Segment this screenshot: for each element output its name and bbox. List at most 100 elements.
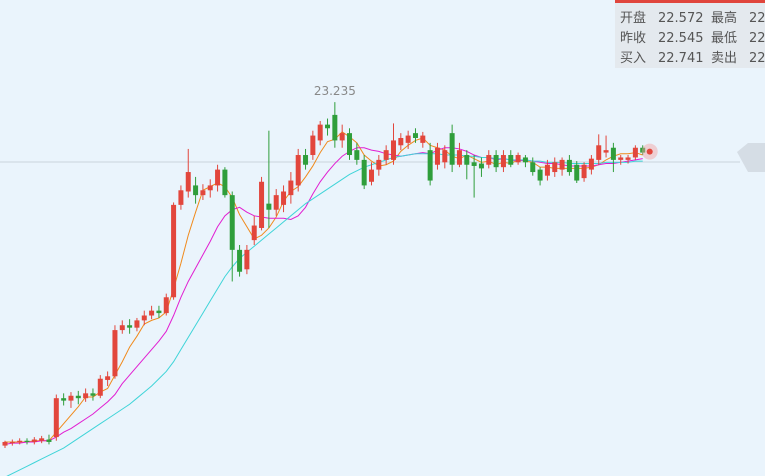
candle-body	[559, 159, 565, 170]
candle-body	[420, 135, 426, 143]
quote-row: 买入 22.741 卖出 22.	[620, 47, 765, 66]
candle-body	[427, 150, 433, 181]
candle-body	[632, 147, 638, 158]
candle-body	[46, 439, 52, 442]
candle-body	[112, 330, 118, 377]
candle-body	[303, 155, 309, 165]
candle-body	[9, 441, 15, 444]
candle-body	[383, 150, 389, 160]
quote-label: 最低	[711, 31, 738, 46]
candle-body	[61, 398, 67, 401]
candle-body	[259, 181, 265, 228]
candle-body	[471, 162, 477, 166]
quote-label: 买入	[620, 51, 647, 66]
candle-body	[244, 249, 250, 270]
candle-body	[310, 135, 316, 156]
candle-body	[317, 124, 323, 141]
candle-body	[610, 147, 616, 160]
candle-body	[134, 320, 140, 328]
candle-body	[171, 204, 177, 298]
candle-body	[288, 180, 294, 196]
quote-row: 开盘 22.572 最高 22.	[620, 7, 765, 26]
quote-value: 22.	[749, 31, 765, 46]
candle-body	[493, 155, 499, 168]
candle-body	[200, 190, 206, 196]
candle-body	[215, 169, 221, 186]
candle-body	[178, 190, 184, 205]
candle-body	[625, 157, 631, 160]
quote-label: 卖出	[711, 51, 738, 66]
candle-body	[24, 440, 30, 442]
candle-body	[508, 155, 514, 165]
candle-body	[500, 155, 506, 168]
candle-body	[574, 164, 580, 181]
candle-body	[127, 325, 133, 328]
candle-body	[229, 195, 235, 250]
candle-body	[640, 147, 646, 153]
candle-body	[163, 297, 169, 314]
candle-body	[237, 249, 243, 272]
candle-body	[537, 169, 543, 181]
moving-average-line	[5, 131, 643, 443]
candle-body	[75, 395, 81, 399]
price-tag	[737, 143, 765, 172]
candle-body	[354, 150, 360, 160]
candle-body	[478, 163, 484, 169]
candle-body	[281, 191, 287, 205]
candle-body	[2, 441, 8, 446]
candle-body	[17, 440, 23, 442]
quote-value: 22.	[749, 11, 765, 26]
candle-body	[156, 310, 162, 314]
candle-body	[83, 393, 89, 399]
quote-value: 22.545	[658, 31, 704, 46]
candle-body	[39, 438, 45, 441]
candle-body	[185, 172, 191, 192]
candle-body	[405, 135, 411, 143]
candle-body	[68, 395, 74, 401]
candle-body	[31, 439, 37, 442]
candle-body	[603, 150, 609, 153]
high-label: 23.235	[314, 84, 356, 98]
candle-body	[222, 169, 228, 196]
quote-value: 22.572	[658, 11, 704, 26]
candle-body	[618, 157, 624, 160]
candle-body	[339, 133, 345, 141]
candle-body	[398, 137, 404, 146]
candle-body	[90, 393, 96, 396]
quote-row: 昨收 22.545 最低 22.	[620, 27, 765, 46]
candle-body	[105, 376, 111, 380]
candle-body	[149, 310, 155, 316]
candle-body	[266, 203, 272, 210]
candle-body	[544, 164, 550, 176]
quote-panel: 开盘 22.572 最高 22. 昨收 22.545 最低 22. 买入 22.741 卖出 22.	[615, 0, 765, 68]
candle-body	[369, 169, 374, 182]
candle-body	[251, 225, 257, 241]
candle-body	[390, 140, 396, 160]
candle-body	[141, 315, 147, 321]
quote-label: 昨收	[620, 31, 647, 46]
candle-body	[449, 133, 455, 165]
candle-body	[273, 195, 279, 210]
candle-body	[53, 398, 59, 438]
quote-label: 最高	[711, 11, 738, 26]
candle-body	[295, 155, 301, 186]
candle-body	[464, 155, 470, 165]
candle-body	[552, 162, 558, 173]
quote-label: 开盘	[620, 11, 647, 26]
candle-body	[581, 164, 587, 179]
candle-body	[486, 155, 492, 165]
candle-body	[596, 145, 602, 160]
candle-body	[193, 185, 199, 196]
candle-body	[522, 157, 528, 163]
candle-body	[376, 159, 382, 170]
last-price-dot	[646, 148, 653, 155]
candle-body	[325, 124, 331, 129]
quote-value: 22.741	[658, 51, 704, 66]
candle-body	[332, 114, 338, 141]
candle-body	[456, 150, 462, 165]
candle-body	[434, 147, 440, 165]
moving-average-line	[4, 147, 643, 445]
candle-body	[442, 150, 448, 163]
candle-body	[361, 159, 367, 186]
